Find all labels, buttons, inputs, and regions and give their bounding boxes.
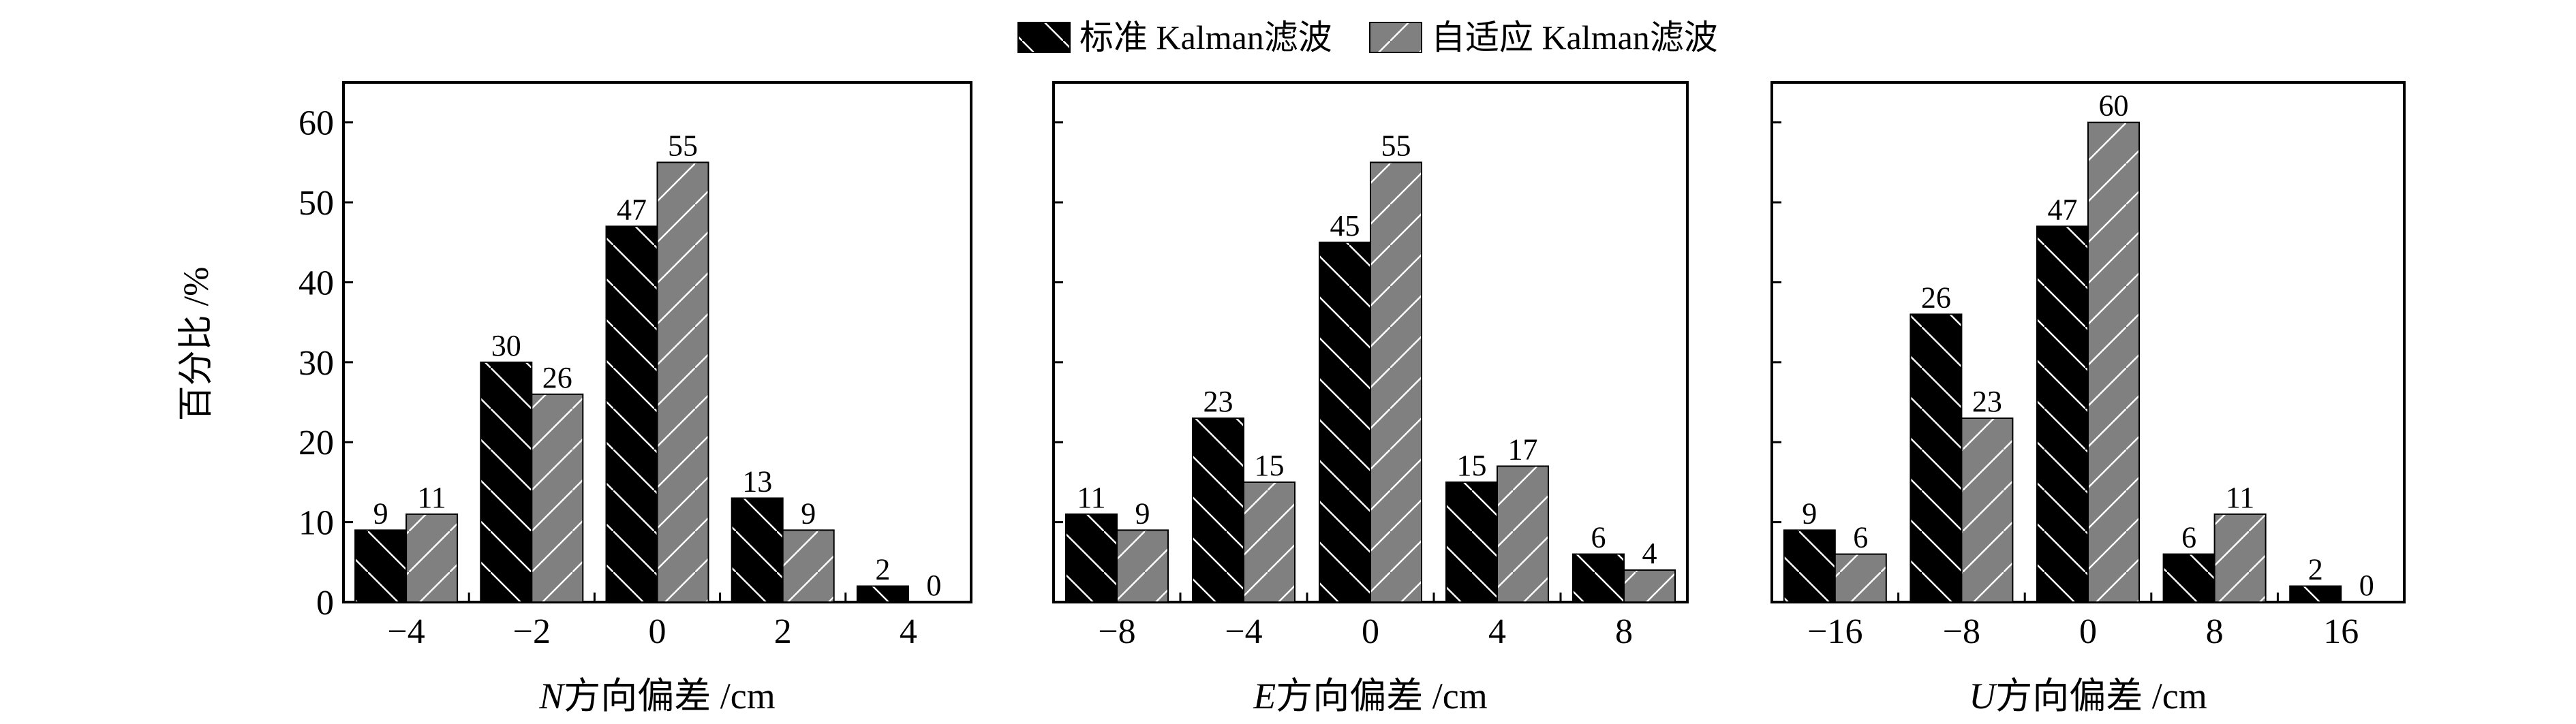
- data-label: 11: [2226, 481, 2254, 514]
- x-axis-label-direction: N: [538, 676, 566, 717]
- bar-standard-0: [1783, 529, 1836, 603]
- data-label: 55: [668, 129, 698, 162]
- data-label: 45: [1330, 209, 1360, 242]
- x-tick-label: 0: [649, 612, 666, 651]
- x-axis-label-text: 方向偏差 /cm: [1995, 676, 2207, 717]
- x-axis-label-text: 方向偏差 /cm: [1276, 676, 1487, 717]
- y-tick-label: 30: [298, 344, 334, 383]
- bar-adaptive-3: [2213, 513, 2267, 603]
- data-label: 47: [2048, 193, 2078, 226]
- data-label: 2: [2308, 553, 2323, 586]
- x-tick-label: 0: [2079, 612, 2097, 651]
- x-tick-label: −4: [1225, 612, 1262, 651]
- x-tick-label: 8: [2206, 612, 2224, 651]
- y-tick-label: 0: [316, 584, 334, 623]
- bar-standard-2: [1319, 241, 1371, 603]
- bar-standard-3: [1445, 481, 1498, 603]
- bar-adaptive-2: [1370, 161, 1422, 603]
- data-label: 9: [1135, 497, 1150, 530]
- x-tick-label: −2: [513, 612, 551, 651]
- y-tick-label: 40: [298, 264, 334, 302]
- bar-adaptive-0: [1834, 553, 1887, 603]
- data-label: 2: [875, 553, 890, 586]
- x-tick-label: 8: [1615, 612, 1633, 651]
- legend-label-standard: 标准 Kalman滤波: [1079, 18, 1332, 57]
- bar-standard-0: [354, 529, 408, 603]
- data-label: 47: [617, 193, 647, 226]
- data-label: 60: [2099, 89, 2129, 123]
- data-label: 11: [417, 481, 446, 514]
- data-label: 13: [742, 465, 772, 498]
- data-label: 0: [926, 569, 941, 602]
- y-tick-label: 60: [298, 104, 334, 143]
- bar-standard-1: [1192, 418, 1244, 603]
- data-label: 17: [1508, 432, 1538, 466]
- x-tick-label: −8: [1943, 612, 1980, 651]
- bar-standard-4: [2289, 585, 2342, 603]
- bar-adaptive-4: [1623, 569, 1676, 603]
- data-label: 0: [2359, 569, 2374, 602]
- y-tick-label: 20: [298, 424, 334, 462]
- legend-swatch-adaptive: [1369, 22, 1422, 53]
- legend: 标准 Kalman滤波 自适应 Kalman滤波: [1017, 18, 1718, 57]
- data-label: 26: [1921, 281, 1951, 314]
- data-label: 23: [1972, 385, 2002, 418]
- bar-adaptive-1: [1243, 481, 1295, 603]
- bar-standard-1: [1910, 313, 1963, 603]
- y-tick-label: 50: [298, 184, 334, 223]
- legend-label-adaptive: 自适应 Kalman滤波: [1431, 18, 1718, 57]
- bar-standard-0: [1065, 513, 1118, 603]
- bar-standard-4: [1572, 553, 1625, 603]
- x-tick-label: −16: [1807, 612, 1862, 651]
- data-label: 55: [1381, 129, 1411, 162]
- x-axis-label-text: 方向偏差 /cm: [564, 676, 775, 717]
- data-label: 6: [2181, 521, 2196, 554]
- bar-adaptive-1: [531, 393, 584, 603]
- bar-standard-2: [2036, 225, 2089, 603]
- data-label: 30: [491, 329, 521, 362]
- x-tick-label: 2: [774, 612, 792, 651]
- x-axis-label-direction: E: [1253, 676, 1276, 717]
- bar-standard-4: [856, 585, 909, 603]
- x-tick-label: 4: [1488, 612, 1506, 651]
- x-tick-label: 0: [1362, 612, 1379, 651]
- data-label: 26: [542, 361, 572, 394]
- x-tick-label: 4: [900, 612, 917, 651]
- data-label: 15: [1255, 449, 1285, 482]
- data-label: 6: [1591, 521, 1606, 554]
- bar-standard-1: [480, 361, 533, 603]
- bar-adaptive-0: [1116, 529, 1169, 603]
- data-label: 23: [1203, 385, 1233, 418]
- x-axis-label: N方向偏差 /cm: [538, 676, 776, 717]
- bar-standard-2: [605, 225, 658, 603]
- bar-adaptive-3: [782, 529, 835, 603]
- data-label: 6: [1853, 521, 1868, 554]
- legend-swatch-standard: [1017, 22, 1071, 53]
- bar-adaptive-1: [1961, 418, 2014, 603]
- panel-u: −16 9 6 −8 26 23 0 47 60 8 6 11 162 0 U方向偏差 /cm: [1770, 81, 2406, 717]
- data-label: 9: [373, 497, 388, 530]
- y-tick-label: 10: [298, 504, 334, 543]
- x-axis-label-direction: U: [1969, 676, 1997, 717]
- x-axis-label: E方向偏差 /cm: [1253, 676, 1487, 717]
- data-label: 4: [1642, 537, 1657, 570]
- y-axis-label: 百分比 /%: [177, 267, 216, 422]
- data-label: 9: [1802, 497, 1817, 530]
- data-label: 11: [1077, 481, 1105, 514]
- x-axis-label: U方向偏差 /cm: [1969, 676, 2207, 717]
- bar-adaptive-0: [405, 513, 459, 603]
- data-label: 15: [1457, 449, 1487, 482]
- x-tick-label: 16: [2323, 612, 2359, 651]
- x-tick-label: −8: [1098, 612, 1135, 651]
- bar-adaptive-3: [1497, 465, 1549, 603]
- bar-standard-3: [2162, 553, 2215, 603]
- bar-adaptive-2: [2087, 121, 2140, 603]
- bar-adaptive-2: [656, 161, 709, 603]
- x-tick-label: −4: [387, 612, 425, 651]
- data-label: 9: [801, 497, 816, 530]
- bar-standard-3: [731, 497, 784, 603]
